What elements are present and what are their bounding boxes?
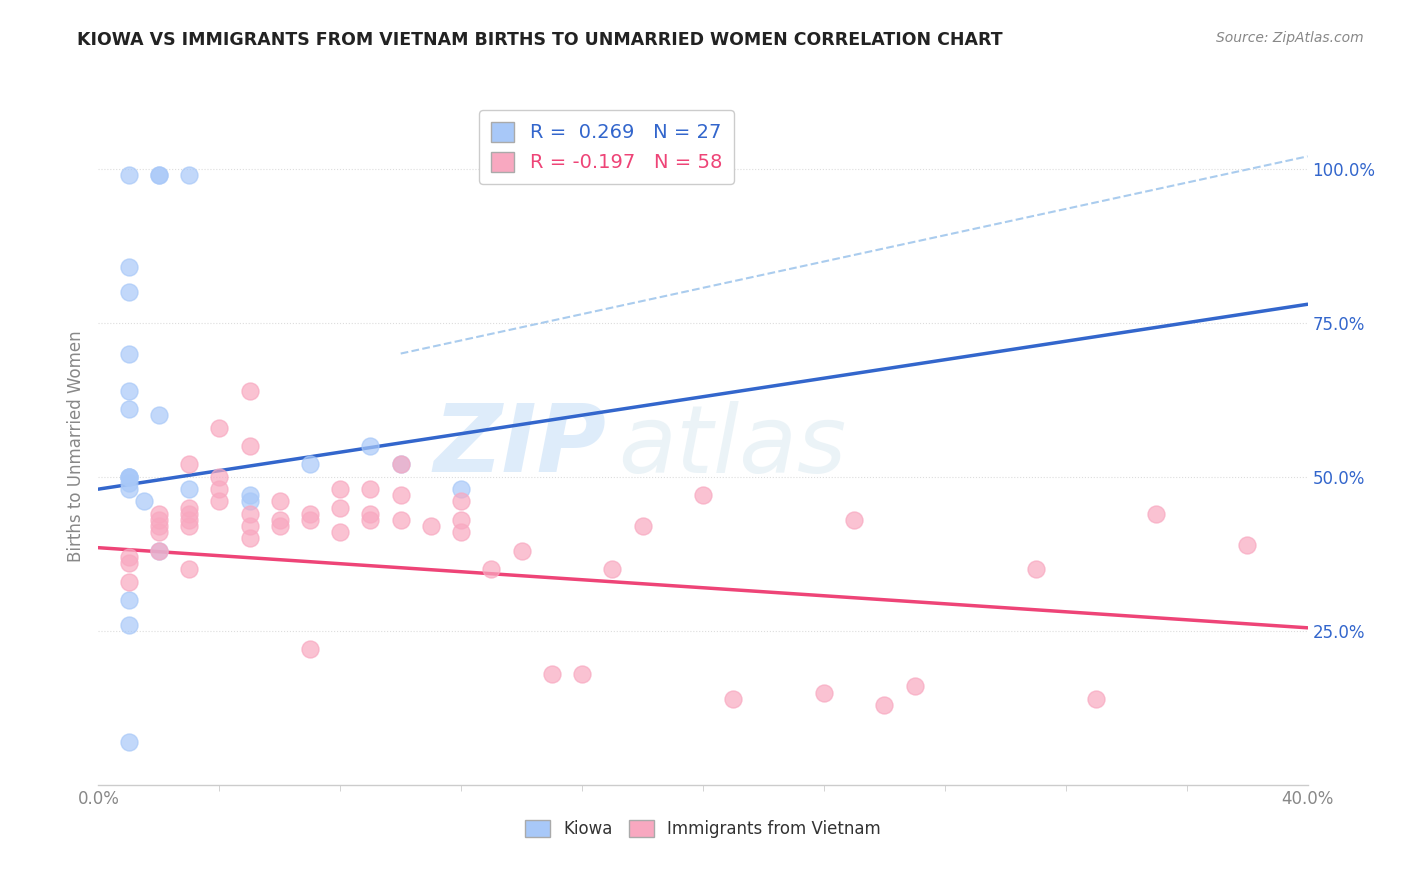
Point xyxy=(118,593,141,607)
Text: Source: ZipAtlas.com: Source: ZipAtlas.com xyxy=(1216,31,1364,45)
Point xyxy=(118,617,141,632)
Point xyxy=(208,470,231,484)
Point xyxy=(692,488,714,502)
Point xyxy=(239,439,262,453)
Point xyxy=(148,168,170,182)
Point xyxy=(208,494,231,508)
Point xyxy=(239,384,262,398)
Point xyxy=(299,642,322,657)
Point xyxy=(813,685,835,699)
Point xyxy=(179,482,201,496)
Point xyxy=(148,513,170,527)
Point xyxy=(420,519,443,533)
Point xyxy=(239,519,262,533)
Point xyxy=(118,285,141,299)
Point xyxy=(329,482,352,496)
Point xyxy=(179,500,201,515)
Point xyxy=(148,543,170,558)
Point xyxy=(1236,538,1258,552)
Point xyxy=(904,679,927,693)
Point xyxy=(1085,691,1108,706)
Point xyxy=(1144,507,1167,521)
Point xyxy=(299,513,322,527)
Point xyxy=(299,458,322,472)
Point xyxy=(269,513,291,527)
Point xyxy=(118,260,141,275)
Point xyxy=(389,458,412,472)
Point xyxy=(450,482,472,496)
Point xyxy=(118,735,141,749)
Text: atlas: atlas xyxy=(619,401,846,491)
Point xyxy=(360,507,382,521)
Point xyxy=(389,488,412,502)
Point xyxy=(148,543,170,558)
Text: ZIP: ZIP xyxy=(433,400,606,492)
Point xyxy=(510,543,533,558)
Point xyxy=(299,507,322,521)
Point xyxy=(148,525,170,540)
Text: KIOWA VS IMMIGRANTS FROM VIETNAM BIRTHS TO UNMARRIED WOMEN CORRELATION CHART: KIOWA VS IMMIGRANTS FROM VIETNAM BIRTHS … xyxy=(77,31,1002,49)
Point xyxy=(118,482,141,496)
Point xyxy=(450,525,472,540)
Point xyxy=(239,507,262,521)
Point xyxy=(540,667,562,681)
Point xyxy=(360,482,382,496)
Point xyxy=(118,475,141,490)
Point xyxy=(148,507,170,521)
Y-axis label: Births to Unmarried Women: Births to Unmarried Women xyxy=(66,330,84,562)
Point xyxy=(118,470,141,484)
Point xyxy=(148,168,170,182)
Point xyxy=(239,532,262,546)
Point xyxy=(148,519,170,533)
Point xyxy=(118,470,141,484)
Point xyxy=(118,549,141,564)
Point xyxy=(118,168,141,182)
Point xyxy=(179,513,201,527)
Point xyxy=(179,507,201,521)
Point xyxy=(269,519,291,533)
Point xyxy=(389,513,412,527)
Point xyxy=(118,556,141,570)
Point xyxy=(360,513,382,527)
Point xyxy=(873,698,896,712)
Point xyxy=(208,482,231,496)
Point xyxy=(239,488,262,502)
Legend: Kiowa, Immigrants from Vietnam: Kiowa, Immigrants from Vietnam xyxy=(517,813,889,845)
Point xyxy=(844,513,866,527)
Point xyxy=(179,458,201,472)
Point xyxy=(118,574,141,589)
Point xyxy=(360,439,382,453)
Point xyxy=(481,562,503,576)
Point xyxy=(329,525,352,540)
Point xyxy=(1024,562,1046,576)
Point xyxy=(179,168,201,182)
Point xyxy=(239,494,262,508)
Point xyxy=(208,420,231,434)
Point xyxy=(450,513,472,527)
Point xyxy=(118,402,141,417)
Point xyxy=(179,562,201,576)
Point xyxy=(571,667,593,681)
Point xyxy=(118,384,141,398)
Point xyxy=(389,458,412,472)
Point xyxy=(631,519,654,533)
Point xyxy=(329,500,352,515)
Point xyxy=(132,494,155,508)
Point xyxy=(602,562,624,576)
Point xyxy=(450,494,472,508)
Point xyxy=(118,346,141,360)
Point xyxy=(723,691,745,706)
Point xyxy=(269,494,291,508)
Point xyxy=(118,470,141,484)
Point xyxy=(179,519,201,533)
Point xyxy=(148,408,170,422)
